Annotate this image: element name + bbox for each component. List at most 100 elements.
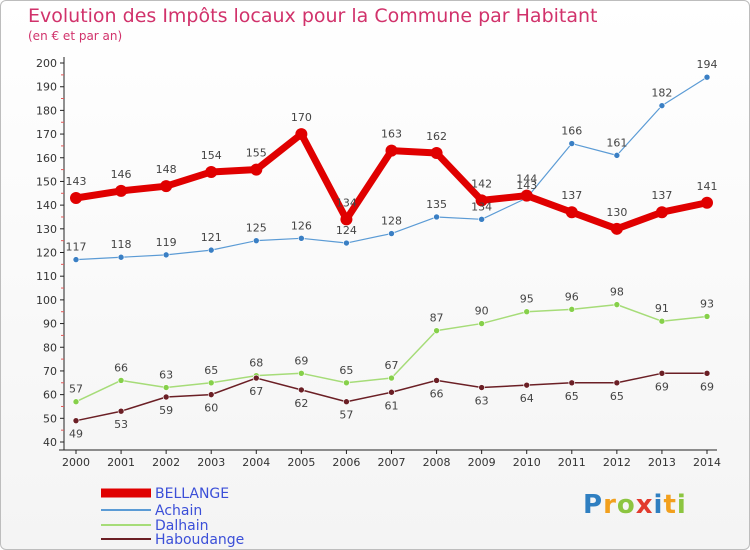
data-label-achain: 134 xyxy=(471,200,492,213)
data-point-haboudange xyxy=(613,379,621,387)
data-point-dalhain xyxy=(658,317,666,325)
data-point-bellange xyxy=(385,144,398,157)
y-tick-label: 180 xyxy=(36,104,57,117)
data-point-dalhain xyxy=(162,384,170,391)
y-tick-label: 170 xyxy=(36,128,57,141)
data-point-dalhain xyxy=(343,379,350,387)
data-point-haboudange xyxy=(568,379,576,387)
data-label-achain: 121 xyxy=(201,231,222,244)
x-tick-label: 2012 xyxy=(603,456,631,469)
data-label-bellange: 137 xyxy=(561,189,582,202)
y-tick-label: 130 xyxy=(36,223,57,236)
legend-label-bellange: BELLANGE xyxy=(155,486,229,502)
data-label-achain: 135 xyxy=(426,198,447,211)
data-point-bellange xyxy=(115,184,128,197)
x-tick-label: 2010 xyxy=(513,456,541,469)
data-point-haboudange xyxy=(703,370,711,377)
y-tick-label: 40 xyxy=(43,436,57,449)
data-point-bellange xyxy=(295,128,308,141)
logo-letter: i xyxy=(653,490,664,520)
data-point-haboudange xyxy=(298,386,305,394)
data-label-achain: 182 xyxy=(651,87,672,100)
legend-label-dalhain: Dalhain xyxy=(155,518,208,534)
data-label-dalhain: 90 xyxy=(475,305,489,318)
data-point-dalhain xyxy=(703,313,711,320)
x-tick-label: 2001 xyxy=(107,456,135,469)
y-tick-label: 90 xyxy=(43,318,57,331)
data-point-bellange xyxy=(250,163,263,176)
data-label-dalhain: 65 xyxy=(204,364,218,377)
data-label-achain: 117 xyxy=(66,241,87,254)
data-label-haboudange: 65 xyxy=(610,390,624,403)
data-point-achain xyxy=(252,237,260,244)
x-tick-label: 2005 xyxy=(287,456,315,469)
logo-letter: i xyxy=(676,490,687,520)
data-point-bellange xyxy=(565,206,578,219)
data-point-dalhain xyxy=(207,379,215,387)
y-tick-label: 60 xyxy=(43,389,57,402)
data-label-haboudange: 62 xyxy=(294,397,308,410)
x-tick-label: 2000 xyxy=(62,456,90,469)
x-tick-label: 2002 xyxy=(152,456,180,469)
data-point-bellange xyxy=(520,189,533,202)
data-label-achain: 118 xyxy=(111,238,132,251)
y-tick-label: 100 xyxy=(36,294,57,307)
data-point-bellange xyxy=(610,222,623,235)
y-tick-label: 200 xyxy=(36,57,57,70)
data-label-bellange: 143 xyxy=(66,175,87,188)
data-label-achain: 128 xyxy=(381,215,402,228)
data-label-achain: 194 xyxy=(697,58,718,71)
data-label-haboudange: 63 xyxy=(475,395,489,408)
data-point-haboudange xyxy=(117,407,125,415)
data-label-bellange: 134 xyxy=(336,196,357,209)
data-point-bellange xyxy=(340,213,353,226)
x-tick-label: 2004 xyxy=(242,456,270,469)
y-tick-label: 80 xyxy=(43,341,57,354)
data-label-dalhain: 96 xyxy=(565,290,579,303)
data-label-bellange: 162 xyxy=(426,130,447,143)
data-label-achain: 161 xyxy=(606,136,627,149)
data-point-achain xyxy=(568,140,576,147)
y-tick-label: 140 xyxy=(36,199,57,212)
data-point-achain xyxy=(298,234,305,242)
data-label-bellange: 154 xyxy=(201,149,222,162)
data-point-achain xyxy=(478,216,485,223)
data-point-bellange xyxy=(70,192,82,205)
data-label-dalhain: 63 xyxy=(159,369,173,382)
data-point-dalhain xyxy=(117,377,125,384)
data-label-achain: 119 xyxy=(156,236,177,249)
data-point-dalhain xyxy=(523,308,531,316)
data-point-bellange xyxy=(701,196,713,209)
x-tick-label: 2013 xyxy=(648,456,676,469)
x-tick-label: 2011 xyxy=(558,456,586,469)
data-label-achain: 124 xyxy=(336,224,357,237)
data-label-achain: 126 xyxy=(291,219,312,232)
data-point-haboudange xyxy=(343,398,350,406)
logo-letter: x xyxy=(635,490,654,520)
data-point-bellange xyxy=(655,206,668,219)
data-label-achain: 125 xyxy=(246,222,267,235)
y-tick-label: 150 xyxy=(36,175,57,188)
data-label-dalhain: 69 xyxy=(294,354,308,367)
x-tick-label: 2009 xyxy=(468,456,496,469)
proxiti-logo: Proxiti xyxy=(583,490,687,520)
y-tick-label: 120 xyxy=(36,247,57,260)
data-point-achain xyxy=(703,73,711,81)
legend-label-haboudange: Haboudange xyxy=(155,532,244,548)
data-label-haboudange: 61 xyxy=(385,399,399,412)
data-label-dalhain: 65 xyxy=(339,364,353,377)
data-label-haboudange: 49 xyxy=(69,428,83,441)
data-point-haboudange xyxy=(478,384,485,391)
data-point-haboudange xyxy=(658,370,666,377)
data-label-bellange: 144 xyxy=(516,173,537,186)
data-label-bellange: 163 xyxy=(381,128,402,141)
data-point-dalhain xyxy=(568,306,576,313)
data-point-haboudange xyxy=(252,374,260,382)
data-label-haboudange: 59 xyxy=(159,404,173,417)
y-tick-label: 160 xyxy=(36,152,57,165)
data-label-haboudange: 66 xyxy=(430,387,444,400)
data-label-dalhain: 87 xyxy=(430,312,444,325)
data-label-achain: 166 xyxy=(561,125,582,138)
data-point-achain xyxy=(433,213,440,221)
data-label-bellange: 170 xyxy=(291,111,312,124)
